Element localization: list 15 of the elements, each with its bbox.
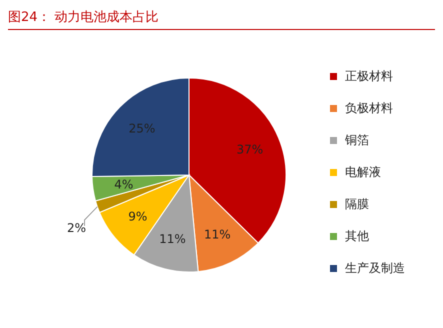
legend-label: 其他 [345,229,369,243]
data-label: 37% [236,142,264,157]
data-label: 11% [159,232,186,246]
data-label: 11% [204,228,231,242]
data-label: 4% [114,177,134,192]
legend-label: 负极材料 [345,101,393,115]
data-label: 25% [128,122,156,136]
legend-label: 隔膜 [345,197,369,211]
chart-title: 图24： 动力电池成本占比 [8,8,435,30]
legend-label: 生产及制造 [345,261,405,275]
data-label: 9% [128,210,148,224]
legend-label: 电解液 [345,165,381,179]
legend-label: 铜箔 [345,133,369,147]
legend-label: 正极材料 [345,69,393,83]
data-label: 2% [67,220,86,235]
